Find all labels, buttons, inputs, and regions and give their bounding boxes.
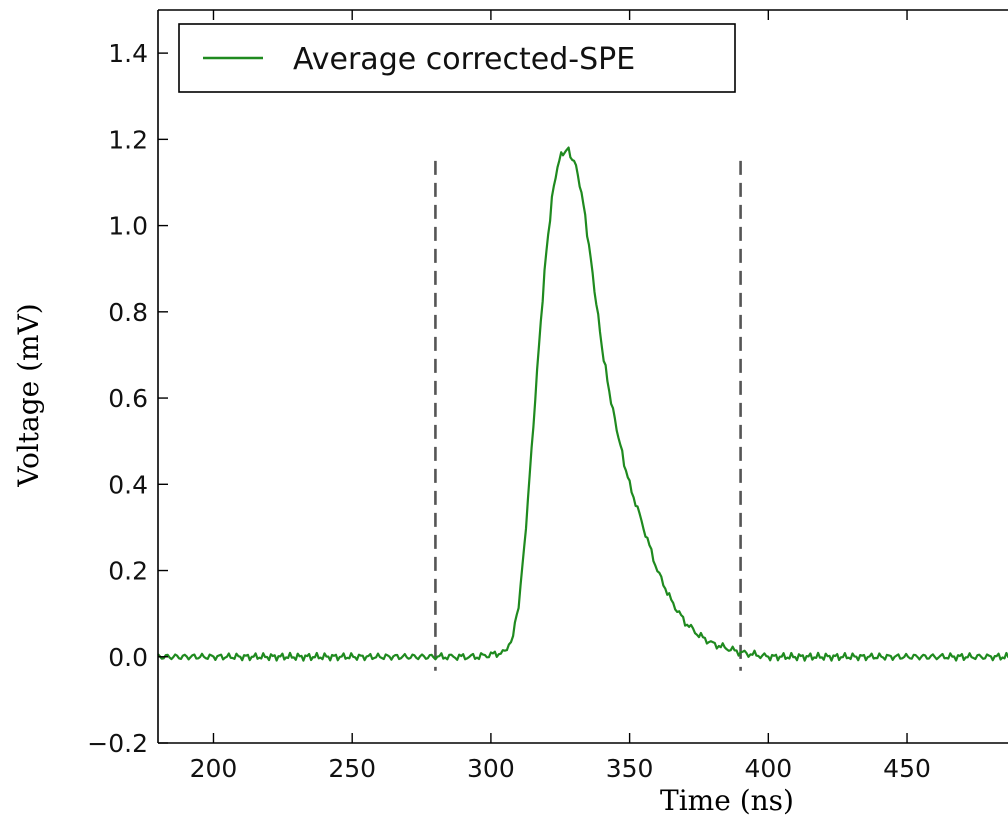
x-tick-label: 400	[744, 754, 792, 783]
marker-lines	[434, 160, 742, 671]
legend-box	[178, 23, 736, 93]
y-tick-label: 1.4	[108, 39, 148, 68]
y-tick-label: 0.6	[108, 384, 148, 413]
legend-label: Average corrected-SPE	[293, 42, 635, 77]
y-axis-ticks: −0.2 0.0 0.2 0.4 0.6 0.8 1.0 1.2 1.4	[87, 39, 168, 758]
series-line	[157, 146, 1008, 662]
x-tick-label: 350	[606, 754, 654, 783]
y-tick-label: 1.2	[108, 125, 148, 154]
x-axis-title: Time (ns)	[660, 784, 794, 817]
legend: Average corrected-SPE	[178, 23, 736, 93]
x-tick-label: 450	[883, 754, 931, 783]
y-axis-title: Voltage (mV)	[12, 303, 45, 487]
y-tick-label: 0.4	[108, 470, 148, 499]
x-tick-label: 250	[328, 754, 376, 783]
y-tick-label: 0.2	[108, 557, 148, 586]
y-tick-label: 0.0	[108, 643, 148, 672]
plot-area	[158, 10, 1008, 743]
x-tick-label: 200	[190, 754, 238, 783]
y-tick-label: 1.0	[108, 212, 148, 241]
y-tick-label: −0.2	[87, 729, 148, 758]
x-tick-label: 300	[467, 754, 515, 783]
series-group	[157, 146, 1008, 662]
y-tick-label: 0.8	[108, 298, 148, 327]
x-axis-ticks: 200 250 300 350 400 450	[190, 10, 931, 783]
